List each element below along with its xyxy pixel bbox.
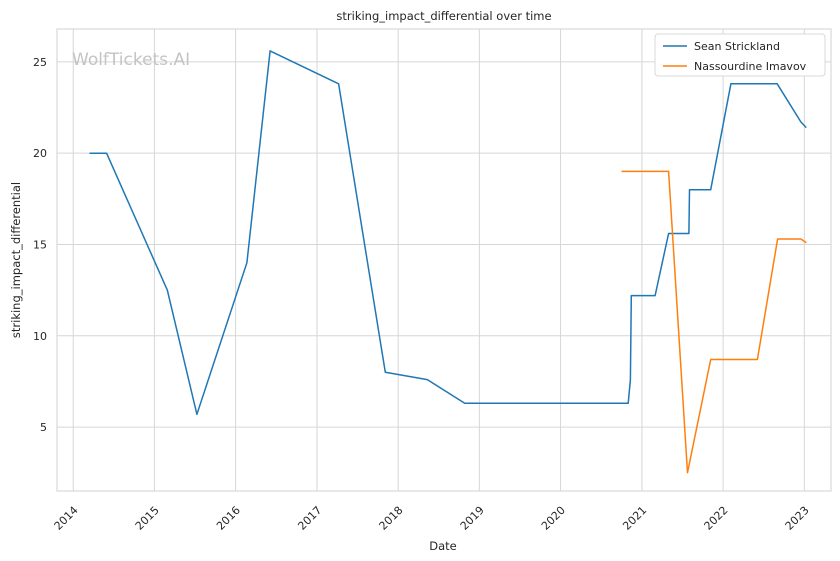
series-line-sean-strickland [89, 50, 807, 416]
legend-label-sean-strickland: Sean Strickland [694, 40, 780, 53]
x-tick-label: 2019 [458, 504, 487, 533]
y-tick-label: 20 [33, 147, 47, 160]
legend: Sean Strickland Nassourdine Imavov [654, 33, 826, 77]
x-tick-label: 2021 [620, 504, 649, 533]
legend-box [654, 33, 826, 77]
x-tick-label: 2016 [214, 504, 243, 533]
y-axis-label: striking_impact_differential [9, 182, 23, 338]
x-tick-label: 2014 [52, 504, 81, 533]
y-tick-label: 15 [33, 238, 47, 251]
series-layer [89, 50, 807, 474]
x-tick-label: 2017 [295, 504, 324, 533]
y-tick-label: 5 [40, 421, 47, 434]
x-axis-ticks: 2014 2015 2016 2017 2018 2019 2020 2021 2022 2023 [52, 504, 812, 533]
x-tick-label: 2022 [702, 504, 731, 533]
x-axis-label: Date [429, 539, 457, 553]
series-line-nassourdine-imavov [621, 170, 807, 474]
chart-title: striking_impact_differential over time [336, 9, 551, 23]
plot-area [56, 28, 832, 492]
x-tick-label: 2020 [539, 504, 568, 533]
x-tick-label: 2018 [377, 504, 406, 533]
y-axis-ticks: 5 10 15 20 25 [33, 56, 47, 434]
legend-label-nassourdine-imavov: Nassourdine Imavov [694, 60, 807, 73]
y-tick-label: 10 [33, 330, 47, 343]
y-tick-label: 25 [33, 56, 47, 69]
watermark: WolfTickets.AI [72, 50, 190, 70]
x-tick-label: 2023 [783, 504, 812, 533]
x-tick-label: 2015 [133, 504, 162, 533]
gridlines [57, 29, 831, 491]
